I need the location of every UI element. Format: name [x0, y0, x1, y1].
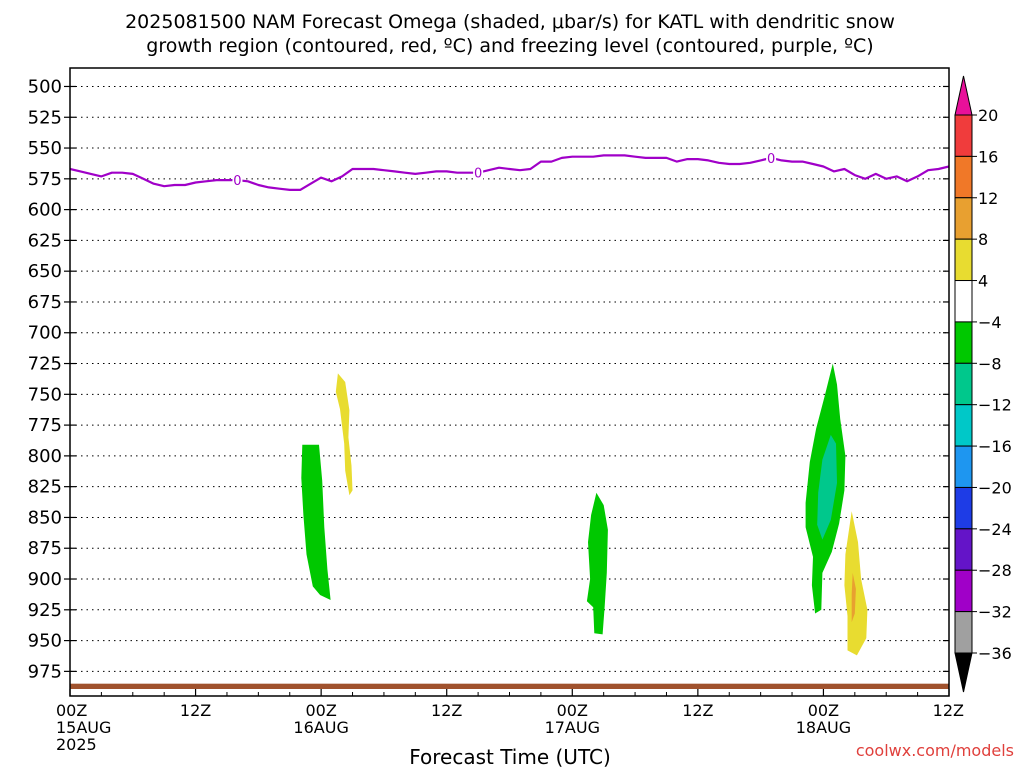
- colorbar-label: −20: [978, 478, 1012, 497]
- x-tick-label: 17AUG: [545, 718, 600, 737]
- colorbar-swatch: [954, 486, 973, 530]
- y-tick-label: 800: [28, 446, 62, 467]
- y-axis: 500 525 550 575 600 625 650 675 700 725 750 775 800 8…: [28, 76, 949, 682]
- colorbar-swatch: [954, 611, 973, 654]
- colorbar-label: −8: [978, 354, 1002, 373]
- omega-region: [335, 373, 353, 496]
- y-tick-label: 725: [28, 354, 62, 375]
- colorbar-label: −4: [978, 313, 1002, 332]
- terrain-band: [70, 683, 949, 689]
- watermark: coolwx.com/models: [856, 741, 1014, 760]
- y-tick-label: 500: [28, 76, 62, 97]
- colorbar-swatch: [954, 114, 973, 157]
- colorbar-label: 12: [978, 189, 998, 208]
- y-tick-label: 675: [28, 292, 62, 313]
- x-tick-label: 00Z: [56, 701, 87, 720]
- chart-title-line-1: 2025081500 NAM Forecast Omega (shaded, μ…: [125, 11, 895, 33]
- x-tick-label: 00Z: [808, 701, 839, 720]
- y-tick-label: 950: [28, 631, 62, 652]
- colorbar-swatch: [954, 238, 973, 282]
- colorbar-swatch: [954, 528, 973, 571]
- chart-title-line-2: growth region (contoured, red, ºC) and f…: [146, 35, 873, 57]
- colorbar-label: 16: [978, 147, 998, 166]
- contour-label-bg: [766, 149, 777, 165]
- omega-region: [844, 511, 868, 656]
- colorbar-bottom-triangle: [954, 652, 973, 693]
- omega-region: [301, 444, 331, 600]
- grid-lines: [70, 85, 949, 672]
- x-tick-label: 12Z: [933, 701, 964, 720]
- freezing-level-label: 0: [474, 167, 482, 182]
- y-tick-label: 825: [28, 477, 62, 498]
- y-tick-label: 850: [28, 507, 62, 528]
- colorbar-label: 20: [978, 106, 998, 125]
- colorbar-swatch: [954, 155, 973, 199]
- freezing-level-contour: 0 0 0: [70, 149, 949, 191]
- colorbar-swatch: [954, 280, 973, 323]
- colorbar-label: −36: [978, 644, 1012, 663]
- colorbar-label: 8: [978, 230, 988, 249]
- colorbar-swatch: [954, 197, 973, 240]
- y-tick-label: 550: [28, 138, 62, 159]
- contour-label-bg: [232, 172, 243, 188]
- freezing-level-line: [70, 154, 949, 191]
- x-tick-label: 00Z: [305, 701, 336, 720]
- x-tick-label: 12Z: [180, 701, 211, 720]
- y-tick-label: 750: [28, 384, 62, 405]
- y-tick-label: 775: [28, 415, 62, 436]
- colorbar-label: 4: [978, 272, 988, 291]
- x-tick-label: 12Z: [431, 701, 462, 720]
- freezing-level-label: 0: [233, 174, 241, 189]
- terrain: [70, 683, 949, 689]
- colorbar-legend: 20 16 12 8 4 −4 −8 −12 −16 −20 −24 −28 −32 −36: [954, 75, 1012, 693]
- omega-shading: [301, 363, 868, 656]
- colorbar-label: −32: [978, 603, 1012, 622]
- freezing-level-label: 0: [767, 152, 775, 167]
- omega-region: [586, 492, 608, 635]
- y-tick-label: 925: [28, 600, 62, 621]
- colorbar-label: −12: [978, 396, 1012, 415]
- y-tick-label: 575: [28, 169, 62, 190]
- y-tick-label: 900: [28, 569, 62, 590]
- x-axis-title: Forecast Time (UTC): [409, 745, 611, 768]
- colorbar-swatch: [954, 362, 973, 406]
- contour-label-bg: [473, 164, 484, 180]
- omega-region: [817, 434, 837, 540]
- y-tick-label: 650: [28, 261, 62, 282]
- colorbar-swatch: [954, 404, 973, 447]
- x-tick-label: 00Z: [557, 701, 588, 720]
- x-tick-label: 12Z: [682, 701, 713, 720]
- x-tick-label: 18AUG: [796, 718, 851, 737]
- omega-region: [851, 572, 856, 623]
- colorbar-top-triangle: [954, 75, 973, 116]
- y-tick-label: 600: [28, 200, 62, 221]
- x-tick-label: 2025: [56, 735, 97, 754]
- y-tick-label: 875: [28, 538, 62, 559]
- y-tick-label: 525: [28, 107, 62, 128]
- colorbar-swatch: [954, 569, 973, 613]
- colorbar-label: −28: [978, 561, 1012, 580]
- colorbar-swatch: [954, 445, 973, 488]
- colorbar-label: −16: [978, 437, 1012, 456]
- x-tick-label: 16AUG: [293, 718, 348, 737]
- colorbar-label: −24: [978, 520, 1012, 539]
- colorbar-swatch: [954, 321, 973, 364]
- y-tick-label: 700: [28, 323, 62, 344]
- x-tick-label: 15AUG: [56, 718, 111, 737]
- y-tick-label: 625: [28, 230, 62, 251]
- y-tick-label: 975: [28, 661, 62, 682]
